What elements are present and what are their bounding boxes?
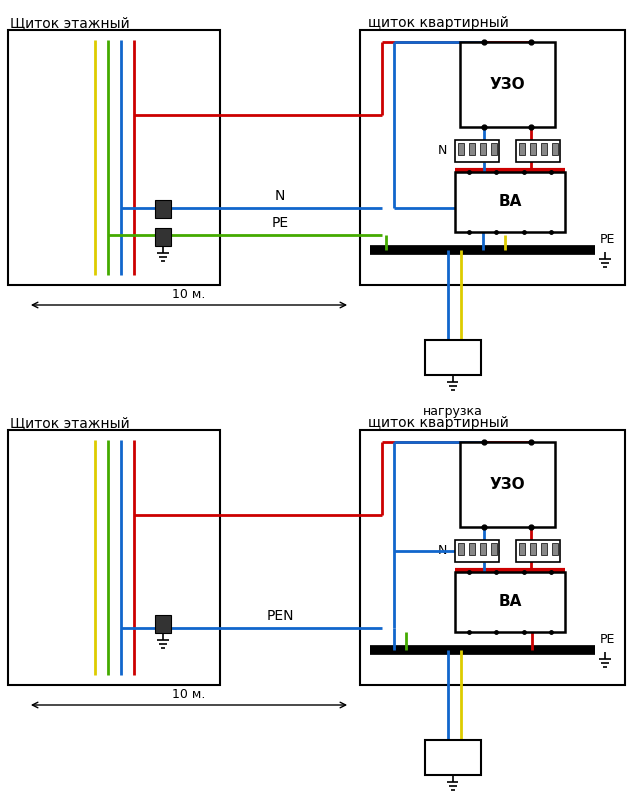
Bar bbox=[530, 543, 536, 555]
Bar bbox=[480, 143, 486, 155]
Bar bbox=[155, 615, 171, 633]
Bar bbox=[455, 540, 499, 562]
Bar bbox=[530, 143, 536, 155]
Bar bbox=[552, 143, 558, 155]
Bar bbox=[519, 543, 525, 555]
Bar bbox=[8, 30, 220, 285]
Bar bbox=[552, 543, 558, 555]
Bar bbox=[469, 543, 475, 555]
Text: Щиток этажный: Щиток этажный bbox=[10, 416, 130, 430]
Bar bbox=[460, 42, 555, 127]
Bar bbox=[360, 30, 625, 285]
Bar bbox=[516, 140, 560, 162]
Bar bbox=[8, 430, 220, 685]
Text: УЗО: УЗО bbox=[490, 77, 525, 92]
Text: PEN: PEN bbox=[266, 609, 293, 623]
Bar bbox=[455, 140, 499, 162]
Text: нагрузка: нагрузка bbox=[423, 405, 483, 418]
Bar bbox=[425, 340, 481, 375]
Bar bbox=[519, 143, 525, 155]
Bar bbox=[516, 540, 560, 562]
Bar bbox=[469, 143, 475, 155]
Bar bbox=[155, 228, 171, 246]
Text: щиток квартирный: щиток квартирный bbox=[368, 16, 509, 30]
Bar bbox=[541, 543, 547, 555]
Bar bbox=[460, 442, 555, 527]
Bar bbox=[480, 543, 486, 555]
Bar bbox=[541, 143, 547, 155]
Text: Щиток этажный: Щиток этажный bbox=[10, 16, 130, 30]
Text: щиток квартирный: щиток квартирный bbox=[368, 416, 509, 430]
Text: PE: PE bbox=[271, 216, 288, 230]
Text: УЗО: УЗО bbox=[490, 477, 525, 492]
Bar bbox=[455, 572, 565, 632]
Text: 10 м.: 10 м. bbox=[172, 688, 205, 701]
Bar bbox=[491, 543, 497, 555]
Text: N: N bbox=[438, 145, 447, 158]
Text: N: N bbox=[275, 189, 285, 203]
Bar bbox=[457, 143, 464, 155]
Text: ВА: ВА bbox=[498, 194, 522, 210]
Bar bbox=[491, 143, 497, 155]
Text: 10 м.: 10 м. bbox=[172, 288, 205, 301]
Text: N: N bbox=[438, 545, 447, 558]
Bar bbox=[457, 543, 464, 555]
Bar bbox=[155, 200, 171, 218]
Bar bbox=[455, 172, 565, 232]
Text: ВА: ВА bbox=[498, 594, 522, 610]
Bar bbox=[360, 430, 625, 685]
Bar bbox=[425, 740, 481, 775]
Text: PE: PE bbox=[600, 633, 616, 646]
Text: PE: PE bbox=[600, 233, 616, 246]
